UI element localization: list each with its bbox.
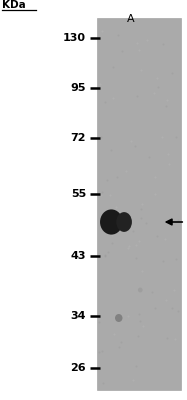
- Text: 95: 95: [70, 83, 86, 93]
- Bar: [97, 18, 181, 390]
- Ellipse shape: [116, 212, 132, 232]
- Text: KDa: KDa: [2, 0, 26, 10]
- Text: 130: 130: [63, 33, 86, 43]
- Text: 43: 43: [70, 251, 86, 261]
- Text: 72: 72: [70, 133, 86, 143]
- Text: 26: 26: [70, 363, 86, 373]
- Text: 55: 55: [71, 189, 86, 199]
- Text: A: A: [127, 14, 135, 24]
- Ellipse shape: [100, 210, 123, 234]
- Ellipse shape: [138, 288, 142, 292]
- Ellipse shape: [115, 314, 122, 322]
- Text: 34: 34: [70, 311, 86, 321]
